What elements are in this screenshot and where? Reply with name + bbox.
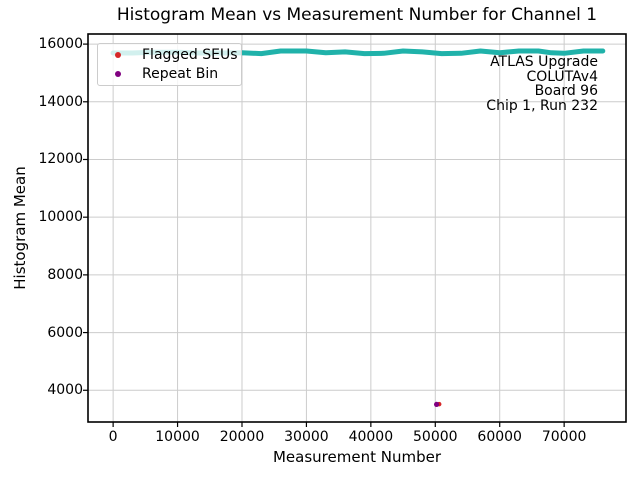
annotation-block: ATLAS Upgrade COLUTAv4 Board 96 Chip 1, … bbox=[486, 55, 598, 113]
x-tick-label: 50000 bbox=[413, 429, 458, 445]
legend-item-repeat-bin: Repeat Bin bbox=[98, 65, 241, 84]
y-tick-label: 10000 bbox=[38, 209, 83, 226]
chart-title: Histogram Mean vs Measurement Number for… bbox=[116, 5, 598, 25]
legend-item-flagged-seus: Flagged SEUs bbox=[98, 46, 241, 65]
y-tick-label: 14000 bbox=[38, 93, 83, 110]
x-tick-label: 70000 bbox=[541, 429, 587, 445]
x-tick-label: 0 bbox=[108, 429, 118, 445]
x-tick-label: 30000 bbox=[284, 429, 329, 445]
x-tick-label: 60000 bbox=[477, 429, 522, 445]
y-tick-label: 16000 bbox=[38, 36, 83, 53]
repeat-bin-point bbox=[433, 401, 440, 408]
annotation-line: Chip 1, Run 232 bbox=[486, 97, 598, 114]
y-tick-label: 8000 bbox=[47, 266, 83, 283]
flagged-seus-dot-icon bbox=[115, 52, 121, 59]
annotation-line: COLUTAv4 bbox=[526, 68, 598, 85]
annotation-line: Board 96 bbox=[534, 83, 598, 99]
annotation-line: ATLAS Upgrade bbox=[490, 54, 598, 70]
legend-label: Repeat Bin bbox=[142, 65, 219, 82]
x-axis-label: Measurement Number bbox=[272, 448, 441, 466]
repeat-bin-dot-icon bbox=[115, 70, 121, 77]
y-tick-label: 6000 bbox=[47, 324, 83, 341]
x-tick-label: 10000 bbox=[155, 429, 200, 445]
y-tick-label: 12000 bbox=[38, 151, 83, 168]
plot-border bbox=[87, 33, 627, 423]
x-tick-label: 20000 bbox=[219, 429, 265, 445]
x-tick-label: 40000 bbox=[348, 429, 394, 445]
legend-label: Flagged SEUs bbox=[142, 47, 238, 64]
legend-box: Flagged SEUs Repeat Bin bbox=[97, 43, 242, 86]
y-tick-label: 4000 bbox=[47, 382, 83, 399]
